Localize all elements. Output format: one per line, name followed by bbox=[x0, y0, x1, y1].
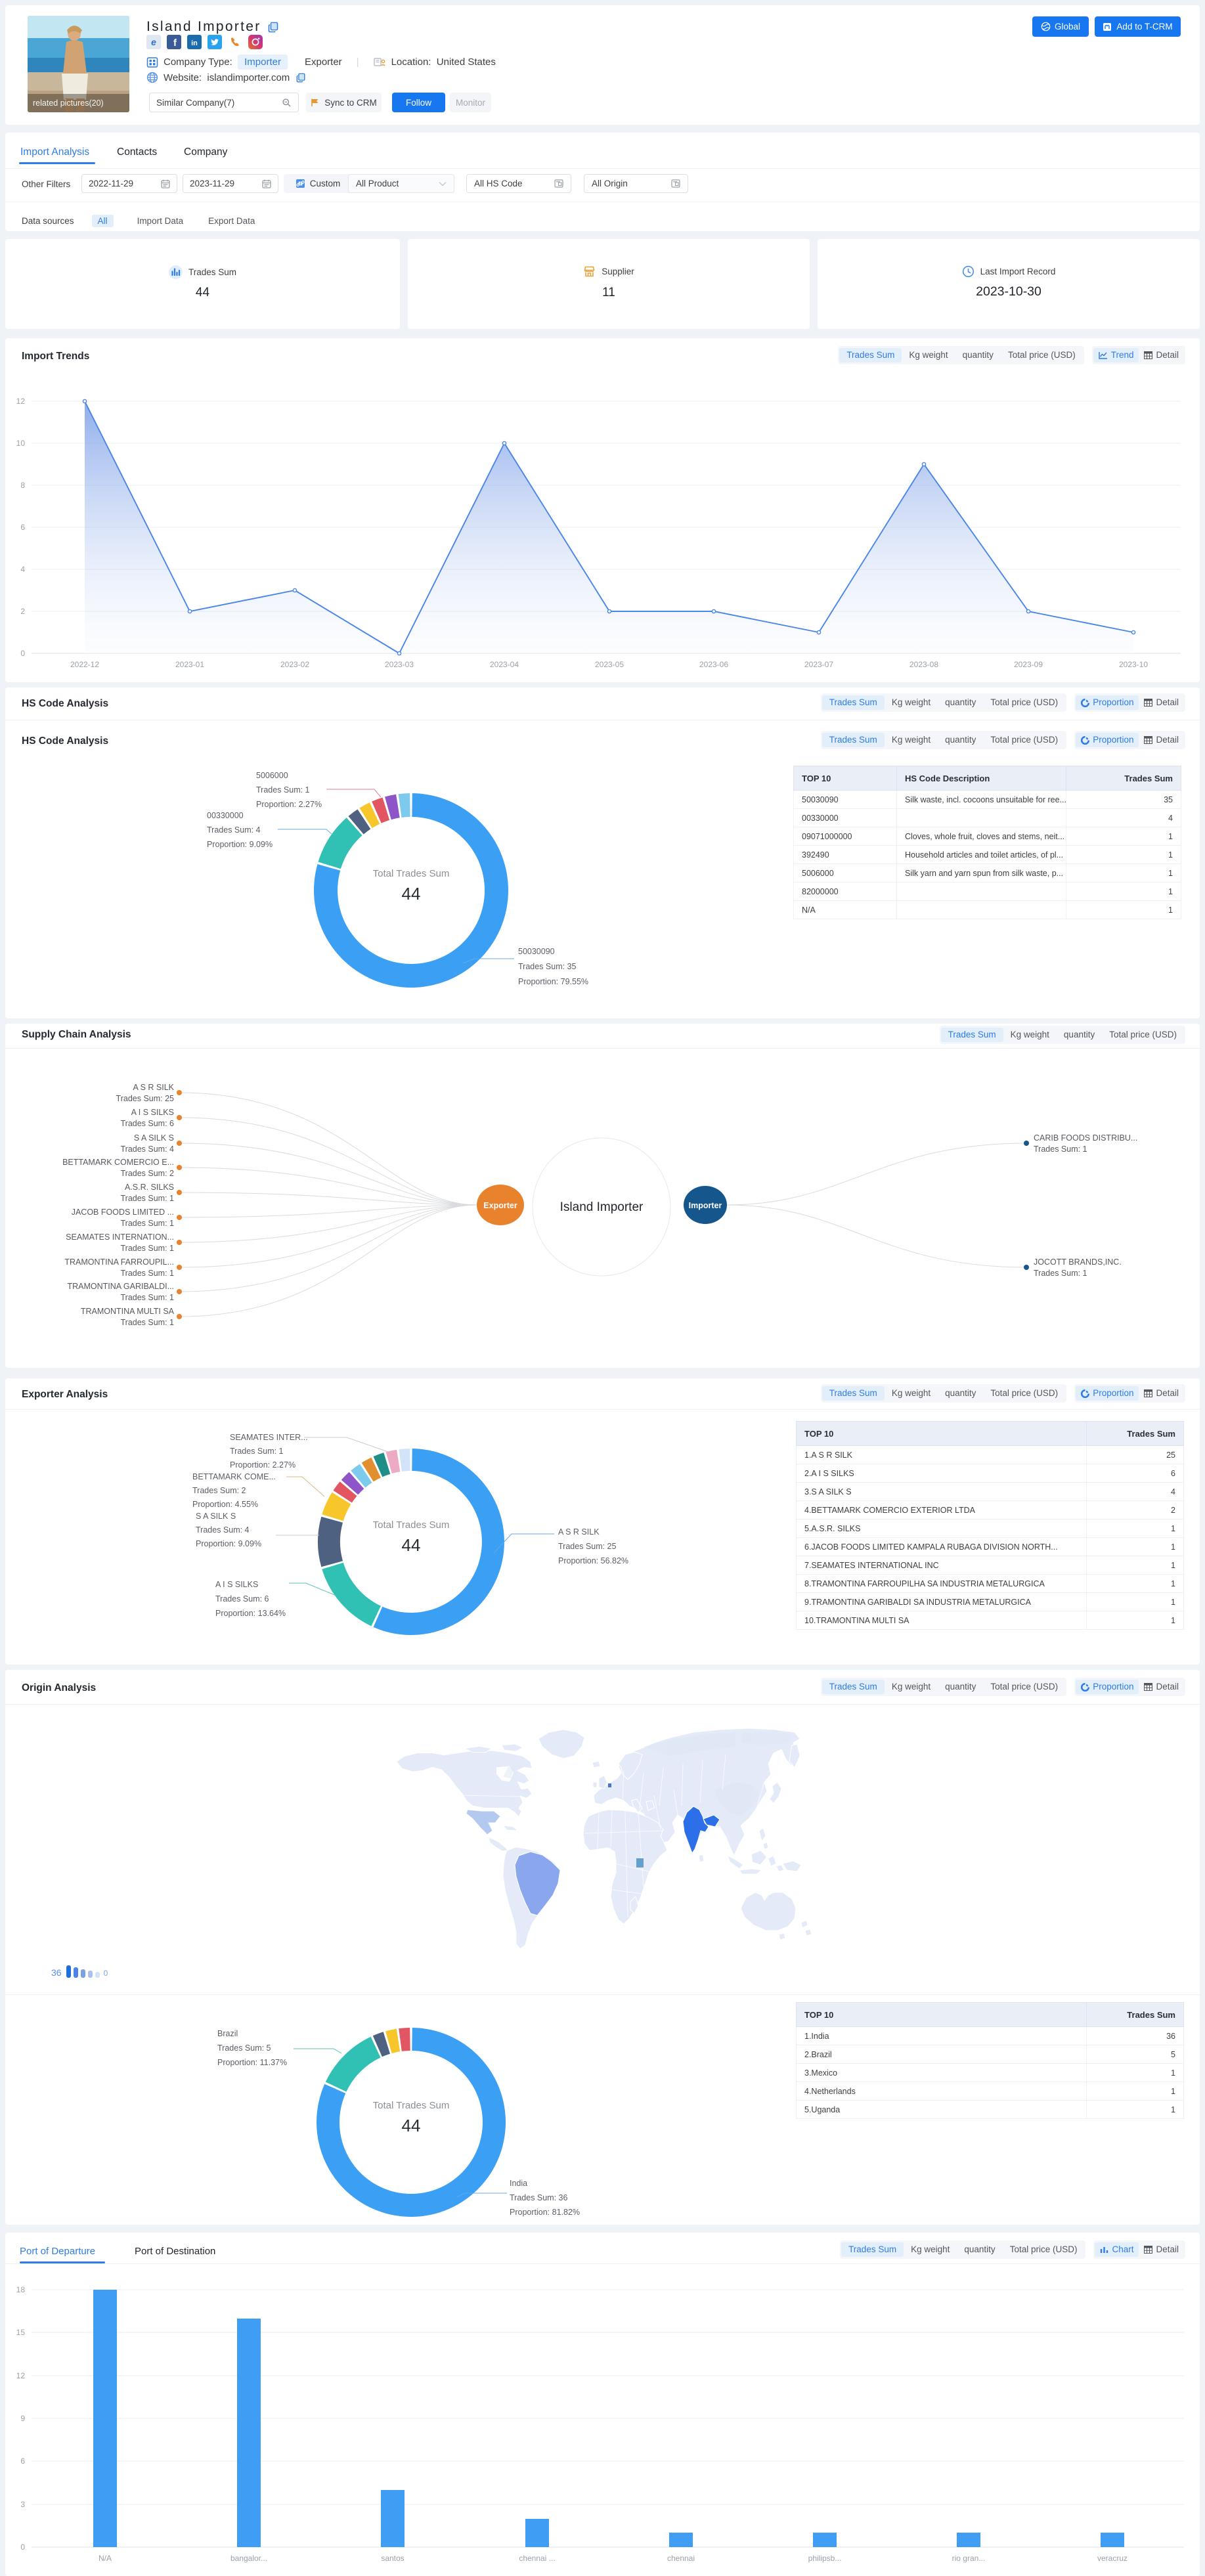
svg-text:Trades Sum: 1: Trades Sum: 1 bbox=[120, 1219, 174, 1228]
svg-text:12: 12 bbox=[16, 2371, 26, 2380]
svg-text:e: e bbox=[151, 37, 156, 47]
svg-text:Trades Sum: 1: Trades Sum: 1 bbox=[1034, 1269, 1087, 1278]
svg-text:Trades Sum: 4: Trades Sum: 4 bbox=[120, 1145, 174, 1154]
svg-text:2023-03: 2023-03 bbox=[385, 660, 414, 669]
svg-text:Total Trades Sum: Total Trades Sum bbox=[373, 1519, 450, 1531]
svg-text:f: f bbox=[173, 37, 177, 49]
svg-text:Trades Sum: 6: Trades Sum: 6 bbox=[120, 1119, 174, 1128]
svg-text:6: 6 bbox=[20, 523, 25, 532]
svg-text:44: 44 bbox=[402, 1535, 421, 1555]
svg-text:0: 0 bbox=[20, 2543, 25, 2552]
svg-text:Island Importer: Island Importer bbox=[560, 1200, 644, 1214]
svg-text:12: 12 bbox=[16, 397, 26, 406]
svg-text:A S R SILK: A S R SILK bbox=[133, 1083, 174, 1092]
svg-text:philipsb...: philipsb... bbox=[808, 2554, 842, 2563]
svg-text:Trades Sum: 1: Trades Sum: 1 bbox=[120, 1318, 174, 1327]
svg-text:A I S SILKS: A I S SILKS bbox=[131, 1108, 174, 1117]
svg-text:Importer: Importer bbox=[689, 1201, 722, 1210]
svg-text:4: 4 bbox=[20, 565, 25, 574]
svg-text:18: 18 bbox=[16, 2285, 26, 2294]
svg-text:Total Trades Sum: Total Trades Sum bbox=[373, 2100, 450, 2111]
svg-text:Trades Sum: 1: Trades Sum: 1 bbox=[1034, 1145, 1087, 1154]
svg-text:JOCOTT BRANDS,INC.: JOCOTT BRANDS,INC. bbox=[1034, 1257, 1122, 1267]
svg-text:10: 10 bbox=[16, 439, 26, 448]
svg-text:2023-08: 2023-08 bbox=[909, 660, 938, 669]
svg-text:A.S.R. SILKS: A.S.R. SILKS bbox=[125, 1183, 174, 1192]
svg-text:related pictures(20): related pictures(20) bbox=[33, 98, 104, 108]
svg-text:3: 3 bbox=[20, 2500, 25, 2509]
svg-text:in: in bbox=[191, 39, 198, 47]
svg-text:chennai: chennai bbox=[667, 2554, 695, 2563]
svg-text:bangalor...: bangalor... bbox=[230, 2554, 267, 2563]
svg-text:Exporter: Exporter bbox=[483, 1201, 517, 1210]
svg-text:Trades Sum: 1: Trades Sum: 1 bbox=[120, 1293, 174, 1302]
svg-text:N/A: N/A bbox=[99, 2554, 112, 2563]
svg-text:Trades Sum: 2: Trades Sum: 2 bbox=[120, 1169, 174, 1178]
svg-text:chennai ...: chennai ... bbox=[519, 2554, 555, 2563]
svg-text:JACOB FOODS LIMITED ...: JACOB FOODS LIMITED ... bbox=[72, 1208, 174, 1217]
svg-text:rio gran...: rio gran... bbox=[952, 2554, 986, 2563]
svg-text:2023-01: 2023-01 bbox=[175, 660, 204, 669]
svg-text:8: 8 bbox=[20, 481, 25, 490]
svg-text:2023-09: 2023-09 bbox=[1014, 660, 1043, 669]
svg-text:44: 44 bbox=[402, 2116, 421, 2135]
svg-text:Trades Sum: 1: Trades Sum: 1 bbox=[120, 1269, 174, 1278]
svg-text:santos: santos bbox=[381, 2554, 404, 2563]
svg-text:2023-04: 2023-04 bbox=[490, 660, 519, 669]
svg-text:CARIB FOODS DISTRIBU...: CARIB FOODS DISTRIBU... bbox=[1034, 1133, 1137, 1143]
svg-text:2022-12: 2022-12 bbox=[70, 660, 99, 669]
svg-text:2023-02: 2023-02 bbox=[280, 660, 309, 669]
svg-text:2023-07: 2023-07 bbox=[804, 660, 833, 669]
svg-text:9: 9 bbox=[20, 2414, 25, 2423]
svg-text:veracruz: veracruz bbox=[1097, 2554, 1128, 2563]
svg-text:S A SILK S: S A SILK S bbox=[134, 1133, 174, 1143]
svg-text:SEAMATES INTERNATION...: SEAMATES INTERNATION... bbox=[66, 1233, 174, 1242]
svg-text:BETTAMARK COMERCIO E...: BETTAMARK COMERCIO E... bbox=[62, 1158, 174, 1167]
svg-text:Total Trades Sum: Total Trades Sum bbox=[373, 868, 450, 879]
svg-text:2023-06: 2023-06 bbox=[699, 660, 728, 669]
svg-text:Trades Sum: 25: Trades Sum: 25 bbox=[116, 1094, 175, 1103]
svg-text:2023-10: 2023-10 bbox=[1119, 660, 1148, 669]
svg-text:TRAMONTINA GARIBALDI...: TRAMONTINA GARIBALDI... bbox=[67, 1282, 174, 1291]
svg-text:2023-05: 2023-05 bbox=[595, 660, 624, 669]
svg-text:Trades Sum: 1: Trades Sum: 1 bbox=[120, 1244, 174, 1253]
svg-text:6: 6 bbox=[20, 2456, 25, 2466]
svg-text:TRAMONTINA FARROUPIL...: TRAMONTINA FARROUPIL... bbox=[64, 1257, 174, 1267]
svg-text:Trades Sum: 1: Trades Sum: 1 bbox=[120, 1194, 174, 1203]
svg-text:15: 15 bbox=[16, 2328, 26, 2337]
svg-text:44: 44 bbox=[402, 884, 421, 904]
svg-text:TRAMONTINA MULTI SA: TRAMONTINA MULTI SA bbox=[81, 1307, 175, 1316]
svg-text:2: 2 bbox=[20, 607, 25, 616]
svg-text:0: 0 bbox=[20, 649, 25, 658]
